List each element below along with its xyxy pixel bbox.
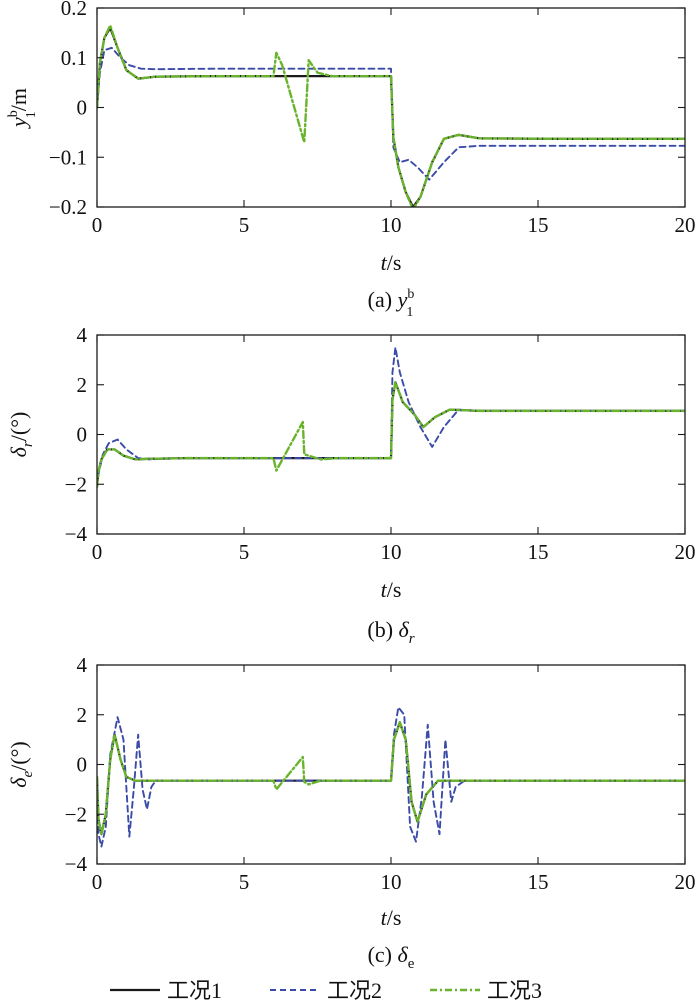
series-line-1 xyxy=(97,26,685,207)
y-tick-label: 2 xyxy=(77,373,88,397)
plot-frame xyxy=(96,7,686,208)
series-line-3 xyxy=(97,721,685,836)
x-tick-label: 15 xyxy=(528,870,549,894)
y-axis-var: δ xyxy=(6,777,31,788)
y-tick-label: 0 xyxy=(77,96,88,120)
caption-prefix: (c) xyxy=(368,942,398,967)
series-group xyxy=(97,24,685,207)
y-tick-label: 0.2 xyxy=(61,0,87,20)
x-tick-label: 10 xyxy=(381,213,402,237)
x-tick-label: 15 xyxy=(528,213,549,237)
x-axis-label: t/s xyxy=(381,905,402,930)
y-axis-sub: 1 xyxy=(24,111,39,118)
x-tick-label: 20 xyxy=(675,870,696,894)
y-tick-label: 0.1 xyxy=(61,46,87,70)
y-axis-sup: b xyxy=(6,110,21,117)
y-tick-label: 2 xyxy=(77,703,88,727)
y-tick-label: 4 xyxy=(77,653,88,677)
caption-sup: b xyxy=(407,287,414,302)
y-tick-label: 4 xyxy=(77,323,88,347)
x-tick-label: 15 xyxy=(528,540,549,564)
legend-item-2: 工况2 xyxy=(270,978,382,1003)
x-axis-unit: /s xyxy=(387,577,402,602)
legend-label: 工况1 xyxy=(167,978,222,1003)
y-axis-label: δe/(°) xyxy=(6,741,36,787)
y-tick-label: 0 xyxy=(77,753,88,777)
legend-label: 工况3 xyxy=(487,978,542,1003)
x-tick-label: 0 xyxy=(92,213,103,237)
caption-sub: 1 xyxy=(406,305,413,320)
y-axis-sub: e xyxy=(20,771,36,778)
x-axis-label: t/s xyxy=(381,250,402,275)
caption-prefix: (a) xyxy=(368,287,398,312)
caption-prefix: (b) xyxy=(367,617,398,642)
panel-caption: (c) δe xyxy=(368,942,415,972)
y-tick-label: −0.1 xyxy=(49,145,87,169)
x-tick-label: 5 xyxy=(239,213,250,237)
series-group xyxy=(97,346,685,488)
x-tick-label: 20 xyxy=(675,540,696,564)
series-line-3 xyxy=(97,381,685,488)
x-tick-label: 5 xyxy=(239,540,250,564)
x-axis-var: t xyxy=(381,577,388,602)
caption-symbol: δ xyxy=(398,942,409,967)
y-axis-label: δr/(°) xyxy=(6,412,36,458)
y-tick-label: −4 xyxy=(65,522,88,546)
caption-sub: r xyxy=(409,631,415,647)
caption-symbol: y xyxy=(396,287,408,312)
x-tick-label: 0 xyxy=(92,540,103,564)
y-axis-var: δ xyxy=(6,446,31,457)
y-tick-label: −4 xyxy=(65,852,88,876)
y-axis-unit: /m xyxy=(6,88,31,111)
x-tick-label: 5 xyxy=(239,870,250,894)
x-tick-label: 10 xyxy=(381,540,402,564)
x-axis-unit: /s xyxy=(387,905,402,930)
x-tick-label: 10 xyxy=(381,870,402,894)
caption-symbol: δ xyxy=(399,617,410,642)
y-axis-var: y xyxy=(6,117,31,129)
x-axis-var: t xyxy=(381,905,388,930)
x-tick-label: 20 xyxy=(675,213,696,237)
x-axis-label: t/s xyxy=(381,577,402,602)
caption-sub: e xyxy=(408,956,415,972)
series-group xyxy=(97,706,685,848)
chart-panel-1: 0 5 10 15 20−0.2−0.100.10.2t/syb 1/m(a) yb 1 xyxy=(6,0,696,320)
y-tick-label: −2 xyxy=(65,472,87,496)
y-axis-unit: /(°) xyxy=(6,741,31,771)
y-tick-label: 0 xyxy=(77,423,88,447)
x-axis-var: t xyxy=(381,250,388,275)
y-tick-label: −2 xyxy=(65,802,87,826)
x-axis-unit: /s xyxy=(387,250,402,275)
y-axis-unit: /(°) xyxy=(6,412,31,442)
legend-item-1: 工况1 xyxy=(110,978,222,1003)
y-axis-label: yb 1/m xyxy=(6,88,39,129)
x-tick-label: 0 xyxy=(92,870,103,894)
y-axis-sub: r xyxy=(20,441,36,447)
series-line-3 xyxy=(97,24,685,207)
panel-caption: (b) δr xyxy=(367,617,414,647)
legend-item-3: 工况3 xyxy=(430,978,542,1003)
legend-label: 工况2 xyxy=(327,978,382,1003)
legend: 工况1 工况2 工况3 xyxy=(110,978,542,1003)
series-line-2 xyxy=(97,46,685,181)
y-tick-label: −0.2 xyxy=(49,195,87,219)
panel-caption: (a) yb 1 xyxy=(368,287,415,320)
